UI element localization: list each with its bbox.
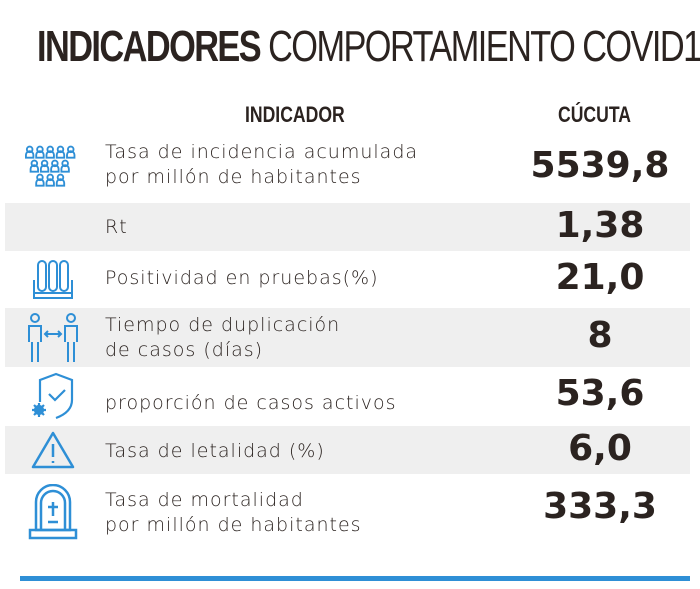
- value: 21,0: [555, 257, 645, 298]
- label: Tiempo de duplicación de casos (días): [105, 314, 341, 361]
- header-indicator: INDICADOR: [245, 102, 345, 127]
- label: Rt: [105, 216, 128, 238]
- label: Positividad en pruebas(%): [105, 267, 379, 289]
- header-city: CÚCUTA: [558, 102, 631, 127]
- value: 6,0: [568, 428, 632, 469]
- label: proporción de casos activos: [105, 392, 397, 414]
- value: 1,38: [555, 205, 645, 246]
- people-group-icon: [25, 140, 81, 196]
- tombstone-icon: [25, 482, 81, 542]
- value: 5539,8: [530, 145, 670, 186]
- value: 53,6: [555, 373, 645, 414]
- title-rest: COMPORTAMIENTO COVID19: [268, 22, 700, 71]
- label: Tasa de incidencia acumulada por millón d…: [105, 141, 419, 188]
- row-positivity: Positividad en pruebas(%) 21,0: [5, 252, 690, 307]
- people-distance-icon: [25, 311, 81, 365]
- label: Tasa de mortalidad por millón de habitant…: [105, 489, 362, 536]
- value: 333,3: [543, 486, 657, 527]
- row-duplication: Tiempo de duplicación de casos (días) 8: [5, 308, 690, 367]
- test-tubes-icon: [25, 256, 81, 302]
- warning-icon: [25, 428, 81, 472]
- row-active-cases: proporción de casos activos 53,6: [5, 368, 690, 425]
- row-incidence: Tasa de incidencia acumulada por millón d…: [5, 135, 690, 201]
- page-title: INDICADORES COMPORTAMIENTO COVID19: [37, 22, 700, 72]
- label: Tasa de letalidad (%): [105, 440, 325, 462]
- bottom-divider: [20, 576, 690, 581]
- shield-check-virus-icon: [25, 370, 81, 422]
- title-bold: INDICADORES: [37, 22, 262, 71]
- row-rt: Rt 1,38: [5, 203, 690, 251]
- value: 8: [587, 315, 613, 356]
- row-lethality: Tasa de letalidad (%) 6,0: [5, 426, 690, 474]
- row-mortality: Tasa de mortalidad por millón de habitant…: [5, 476, 690, 544]
